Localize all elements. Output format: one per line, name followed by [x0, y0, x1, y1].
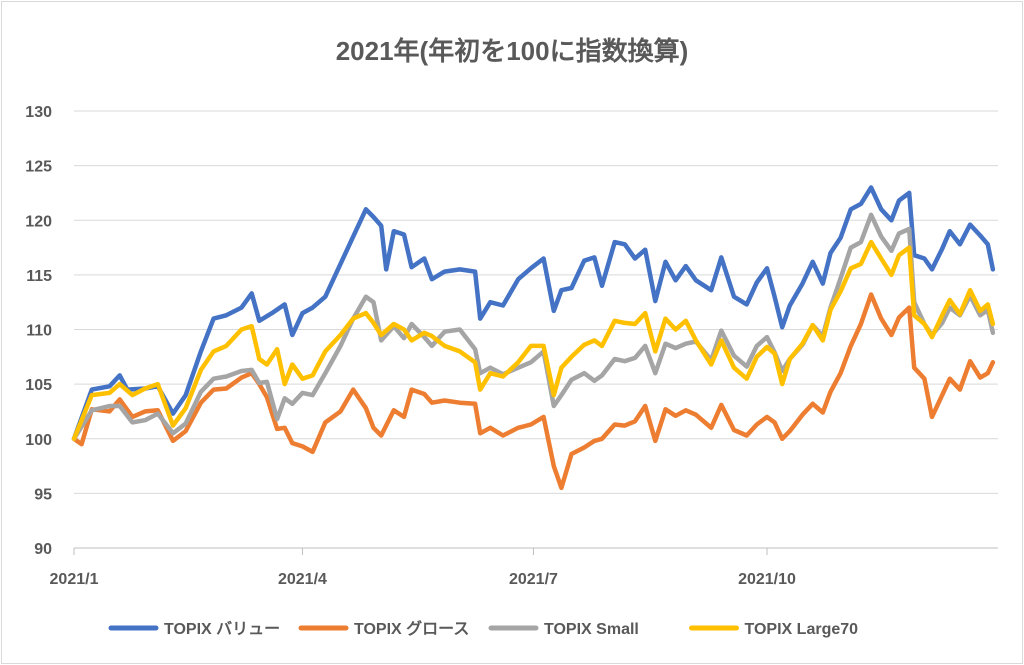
series-lines	[71, 185, 996, 491]
y-tick-label-6: 120	[25, 213, 52, 230]
y-tick-label-7: 125	[25, 159, 52, 176]
y-tick-label-5: 115	[26, 268, 52, 285]
series-line-2	[71, 212, 996, 442]
y-tick-label-3: 105	[25, 377, 52, 394]
chart-title: 2021年(年初を100に指数換算)	[336, 36, 689, 66]
legend-label-0: TOPIX バリュー	[164, 620, 280, 638]
legend-label-3: TOPIX Large70	[745, 621, 859, 638]
legend: TOPIX バリュー TOPIX グロース TOPIX Small TOPIX Lar…	[108, 619, 859, 638]
gridlines	[74, 110, 998, 494]
y-tick-label-0: 90	[34, 541, 52, 558]
series-line-3	[71, 239, 996, 442]
y-tick-label-8: 130	[25, 104, 52, 121]
x-tick-label-3: 2021/10	[738, 571, 796, 588]
series-line-0	[71, 185, 996, 442]
y-axis-tick-labels: 90 95 100 105 110 115 120 125 130	[25, 104, 52, 558]
x-tick-label-1: 2021/4	[278, 571, 327, 588]
legend-label-1: TOPIX グロース	[354, 619, 469, 638]
x-tick-label-2: 2021/7	[509, 571, 558, 588]
x-axis: 2021/1 2021/4 2021/7 2021/10	[50, 547, 998, 588]
x-tick-label-0: 2021/1	[50, 571, 99, 588]
y-tick-label-2: 100	[25, 432, 52, 449]
y-tick-label-1: 95	[34, 486, 52, 503]
legend-label-2: TOPIX Small	[544, 621, 639, 638]
y-tick-label-4: 110	[26, 323, 52, 340]
